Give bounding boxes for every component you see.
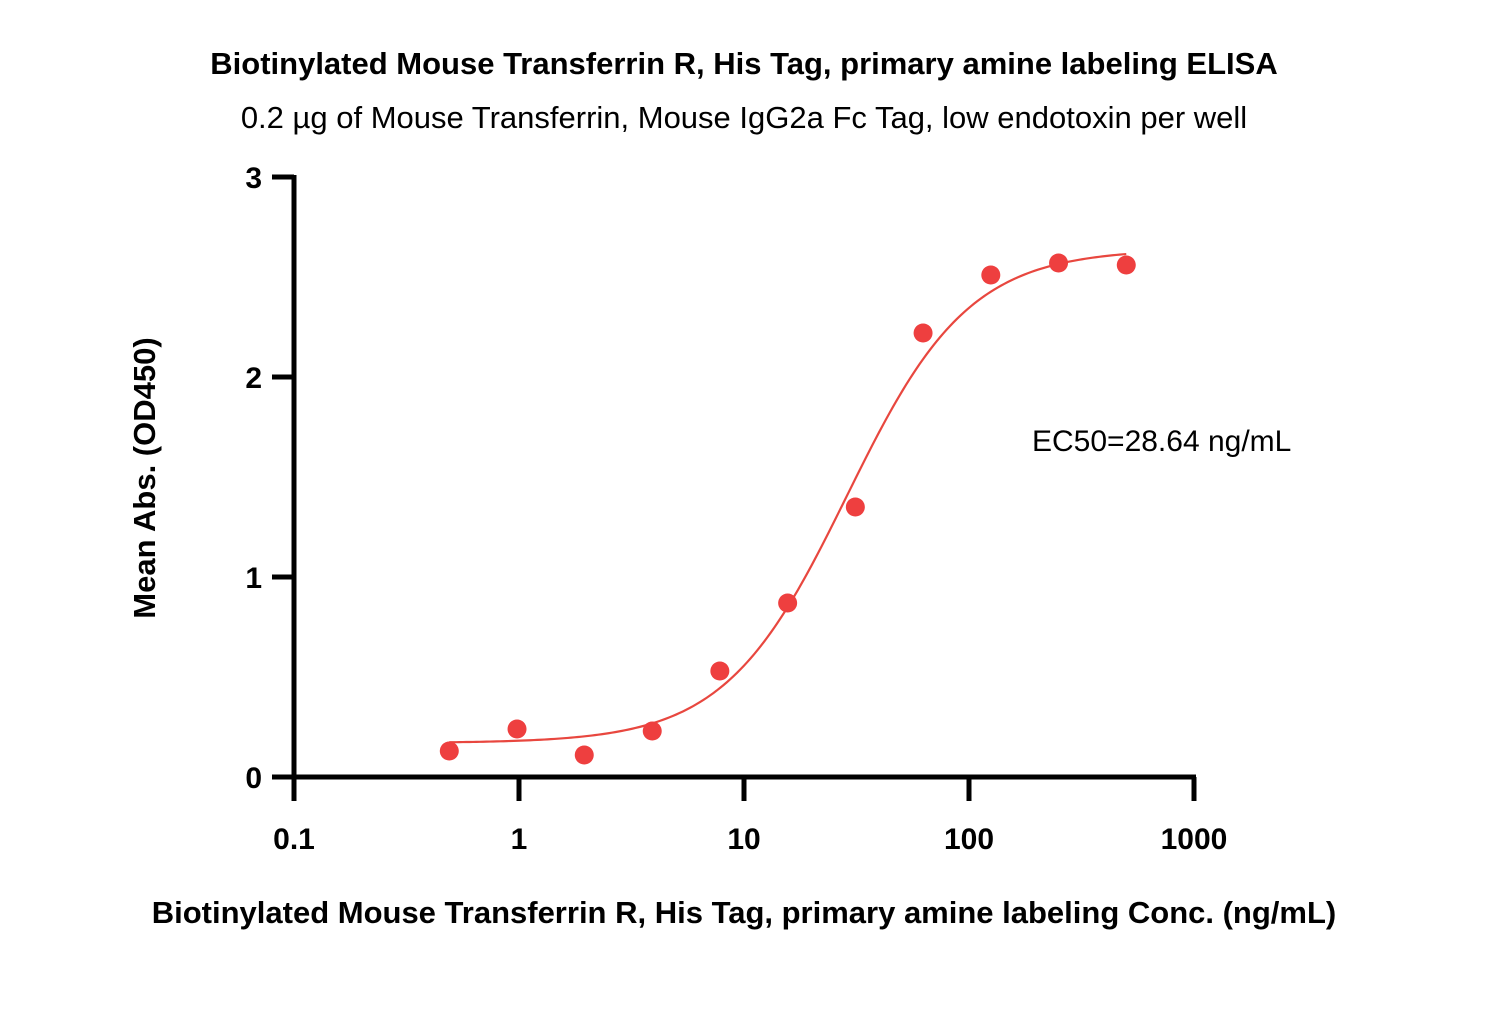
x-axis-label: Biotinylated Mouse Transferrin R, His Ta…	[151, 895, 1337, 930]
data-point	[642, 721, 662, 741]
y-tick-label: 1	[245, 562, 262, 595]
chart-title: Biotinylated Mouse Transferrin R, His Ta…	[210, 46, 1278, 81]
data-point	[778, 593, 798, 613]
ec50-annotation: EC50=28.64 ng/mL	[1032, 425, 1291, 458]
x-tick-label: 0.1	[273, 823, 315, 856]
y-axis-label: Mean Abs. (OD450)	[127, 337, 162, 619]
data-point	[981, 265, 1001, 285]
data-point	[574, 745, 594, 765]
x-tick-label: 10	[727, 823, 760, 856]
x-tick-label: 100	[944, 823, 994, 856]
data-point	[507, 719, 527, 739]
y-tick-label: 3	[245, 162, 262, 195]
data-point	[1049, 253, 1069, 273]
fit-curve-layer	[449, 252, 1127, 744]
data-point	[710, 661, 730, 681]
axes: 0 1 2 3 0.1 1 10 100 1000	[245, 162, 1227, 856]
chart-subtitle: 0.2 µg of Mouse Transferrin, Mouse IgG2a…	[240, 100, 1248, 135]
fit-curve	[449, 252, 1127, 744]
x-tick-label: 1000	[1161, 823, 1228, 856]
data-point	[439, 741, 459, 761]
data-points-layer	[439, 253, 1136, 765]
x-tick-label: 1	[511, 823, 528, 856]
data-point	[913, 323, 933, 343]
data-point	[845, 497, 865, 517]
data-point	[1116, 255, 1136, 275]
y-tick-label: 2	[245, 362, 262, 395]
y-tick-label: 0	[245, 762, 262, 795]
